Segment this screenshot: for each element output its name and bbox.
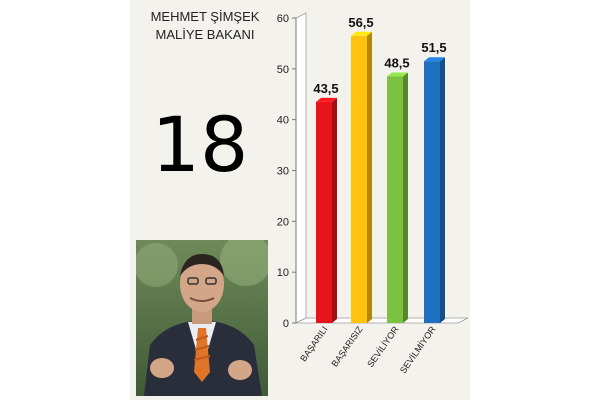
rank-number: 18 bbox=[151, 100, 249, 189]
y-tick-label: 10 bbox=[277, 267, 289, 279]
y-tick-label: 0 bbox=[283, 318, 289, 330]
bar-top bbox=[387, 72, 408, 77]
bar-front bbox=[387, 76, 403, 323]
category-label: BAŞARISIZ bbox=[329, 324, 364, 369]
chart-side-wall bbox=[295, 12, 307, 324]
chart-bars bbox=[316, 31, 445, 324]
category-label: BAŞARILI bbox=[298, 324, 329, 363]
bar-side bbox=[440, 57, 445, 323]
value-label: 48,5 bbox=[384, 55, 409, 70]
chart-axes: 0 10 20 30 40 50 60 bbox=[277, 12, 469, 330]
bar-front bbox=[316, 101, 332, 323]
person-title: MEHMET ŞİMŞEK MALİYE BAKANI bbox=[140, 8, 270, 44]
value-label: 56,5 bbox=[348, 15, 373, 30]
bar-front bbox=[424, 61, 440, 323]
bar-top bbox=[424, 57, 445, 62]
value-label: 51,5 bbox=[421, 40, 446, 55]
category-label: SEVİLİYOR bbox=[365, 324, 401, 369]
value-label: 43,5 bbox=[313, 81, 338, 96]
bar-side bbox=[367, 31, 372, 324]
bar-4 bbox=[424, 57, 445, 323]
bar-chart: 0 10 20 30 40 50 60 43,5 BAŞARILI 56,5 BAŞARISIZ 4… bbox=[277, 12, 469, 375]
bar-side bbox=[403, 72, 408, 323]
y-tick-label: 20 bbox=[277, 216, 289, 228]
person-name: MEHMET ŞİMŞEK bbox=[150, 9, 260, 24]
y-tick-label: 30 bbox=[277, 166, 289, 178]
bar-2 bbox=[351, 31, 372, 324]
person-role: MALİYE BAKANI bbox=[155, 27, 255, 42]
bar-3 bbox=[387, 72, 408, 323]
bar-top bbox=[351, 31, 372, 36]
bar-side bbox=[332, 97, 337, 323]
portrait-illustration bbox=[136, 240, 268, 396]
bar-front bbox=[351, 35, 367, 324]
bar-top bbox=[316, 97, 337, 102]
category-label: SEVİLMİYOR bbox=[398, 324, 438, 375]
y-tick-label: 40 bbox=[277, 115, 289, 127]
bar-1 bbox=[316, 97, 337, 323]
y-tick-label: 50 bbox=[277, 64, 289, 76]
y-tick-label: 60 bbox=[277, 13, 289, 25]
portrait-photo bbox=[136, 240, 268, 396]
